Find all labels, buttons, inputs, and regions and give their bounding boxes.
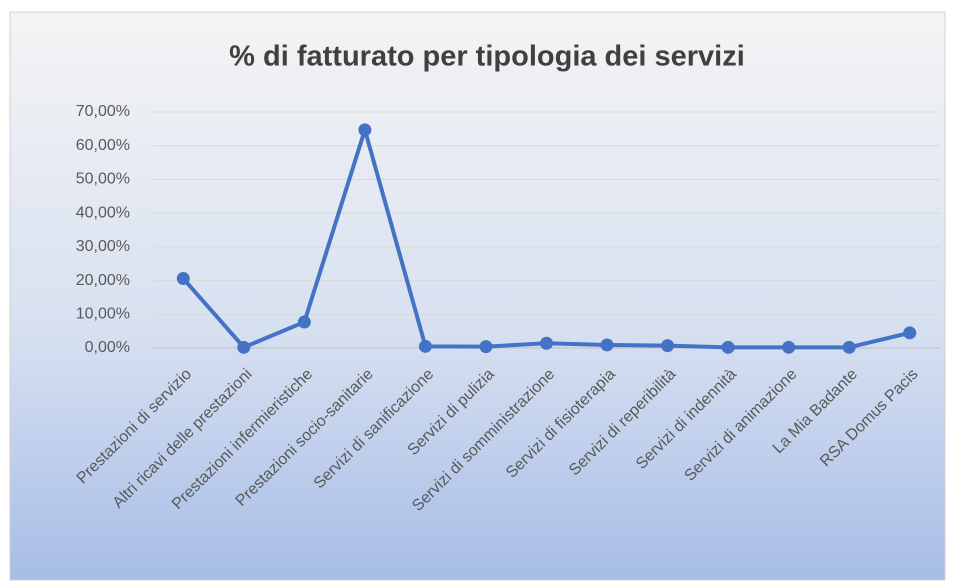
data-point	[358, 123, 372, 137]
data-point	[297, 315, 311, 329]
y-tick-label: 20,00%	[76, 272, 130, 289]
data-point	[540, 336, 553, 350]
data-point	[661, 339, 675, 353]
y-tick-label: 30,00%	[76, 238, 130, 255]
data-point	[782, 340, 796, 354]
y-tick-label: 10,00%	[76, 306, 130, 323]
data-point	[418, 339, 432, 353]
chart-title: % di fatturato per tipologia dei servizi	[229, 41, 745, 73]
y-tick-label: 60,00%	[76, 137, 130, 154]
y-tick-label: 40,00%	[76, 204, 130, 221]
data-point	[842, 340, 856, 354]
data-point	[237, 340, 251, 354]
y-tick-label: 50,00%	[76, 171, 130, 188]
y-tick-label: 0,00%	[85, 339, 130, 356]
data-point	[721, 340, 735, 354]
data-point	[600, 338, 614, 352]
y-tick-label: 70,00%	[76, 103, 130, 120]
data-point	[176, 272, 190, 286]
data-point	[903, 326, 917, 340]
data-point	[479, 340, 493, 354]
chart-background	[9, 11, 946, 581]
